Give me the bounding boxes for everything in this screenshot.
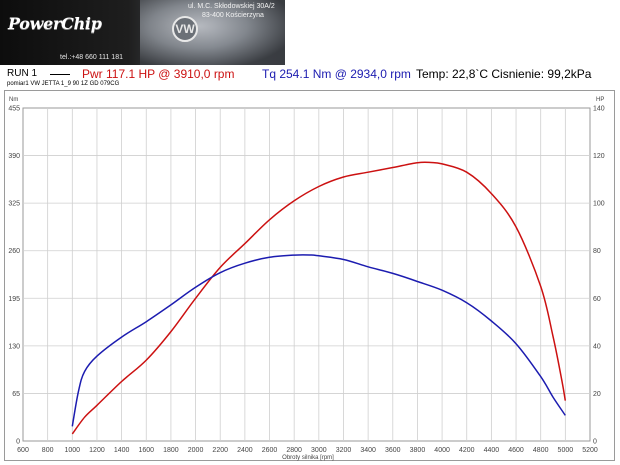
run-legend-line [50, 74, 70, 75]
x-tick-label: 3400 [360, 447, 376, 454]
x-tick-label: 1400 [114, 447, 130, 454]
torque-summary: Tq 254.1 Nm @ 2934,0 rpm [262, 67, 411, 81]
y-left-tick-label: 325 [8, 201, 20, 208]
vw-logo-icon: VW [172, 16, 198, 42]
y-left-tick-label: 130 [8, 343, 20, 350]
banner-phone: tel.:+48 660 111 181 [60, 54, 123, 61]
banner-address-line1: ul. M.C. Skłodowskiej 30A/2 [188, 3, 275, 10]
y-left-tick-label: 195 [8, 296, 20, 303]
y-left-tick-label: 455 [8, 106, 20, 113]
y-right-tick-label: 140 [593, 106, 605, 113]
y-right-tick-label: 100 [593, 201, 605, 208]
y-right-tick-label: 80 [593, 248, 601, 255]
car-photo [140, 0, 285, 65]
chart-frame [4, 90, 615, 461]
brand-logo: PowerChip [8, 14, 102, 33]
banner-address-line2: 83-400 Kościerzyna [202, 12, 264, 19]
y-right-tick-label: 40 [593, 343, 601, 350]
x-tick-label: 2600 [262, 447, 278, 454]
conditions-summary: Temp: 22,8`C Cisnienie: 99,2kPa [416, 67, 592, 81]
x-tick-label: 2400 [237, 447, 253, 454]
y-right-tick-label: 120 [593, 153, 605, 160]
x-tick-label: 4600 [508, 447, 524, 454]
x-tick-label: 1000 [65, 447, 81, 454]
header-banner: VW PowerChip tel.:+48 660 111 181 ul. M.… [0, 0, 285, 65]
x-tick-label: 1800 [163, 447, 179, 454]
y-left-tick-label: 65 [12, 391, 20, 398]
measurement-label: pomiar1 VW JETTA 1_9 90 1Z GD 079CG [7, 81, 120, 87]
torque-curve [71, 254, 566, 427]
x-tick-label: 3000 [311, 447, 327, 454]
x-tick-label: 2800 [286, 447, 302, 454]
x-tick-label: 2000 [188, 447, 204, 454]
x-tick-label: 5200 [582, 447, 598, 454]
power-summary: Pwr 117.1 HP @ 3910,0 rpm [82, 67, 235, 81]
x-tick-label: 2200 [212, 447, 228, 454]
y-right-tick-label: 20 [593, 391, 601, 398]
x-tick-label: 4200 [459, 447, 475, 454]
x-tick-label: 5000 [558, 447, 574, 454]
x-tick-label: 1600 [138, 447, 154, 454]
y-right-tick-label: 0 [593, 439, 597, 446]
x-tick-label: 3600 [385, 447, 401, 454]
y-right-tick-label: 60 [593, 296, 601, 303]
x-tick-label: 600 [17, 447, 29, 454]
x-tick-label: 3200 [336, 447, 352, 454]
x-axis-label: Obroty silnika [rpm] [282, 455, 334, 461]
x-tick-label: 800 [42, 447, 54, 454]
y-left-tick-label: 260 [8, 248, 20, 255]
y-left-tick-label: 0 [16, 439, 20, 446]
x-tick-label: 4000 [434, 447, 450, 454]
x-tick-label: 1200 [89, 447, 105, 454]
y-left-tick-label: 390 [8, 153, 20, 160]
x-tick-label: 4800 [533, 447, 549, 454]
plot-area-border [22, 107, 591, 442]
power-curve [71, 161, 567, 435]
y-right-unit-label: HP [596, 97, 604, 103]
y-left-unit-label: Nm [9, 97, 18, 103]
x-tick-label: 3800 [410, 447, 426, 454]
run-label: RUN 1 [7, 68, 38, 79]
x-tick-label: 4400 [484, 447, 500, 454]
